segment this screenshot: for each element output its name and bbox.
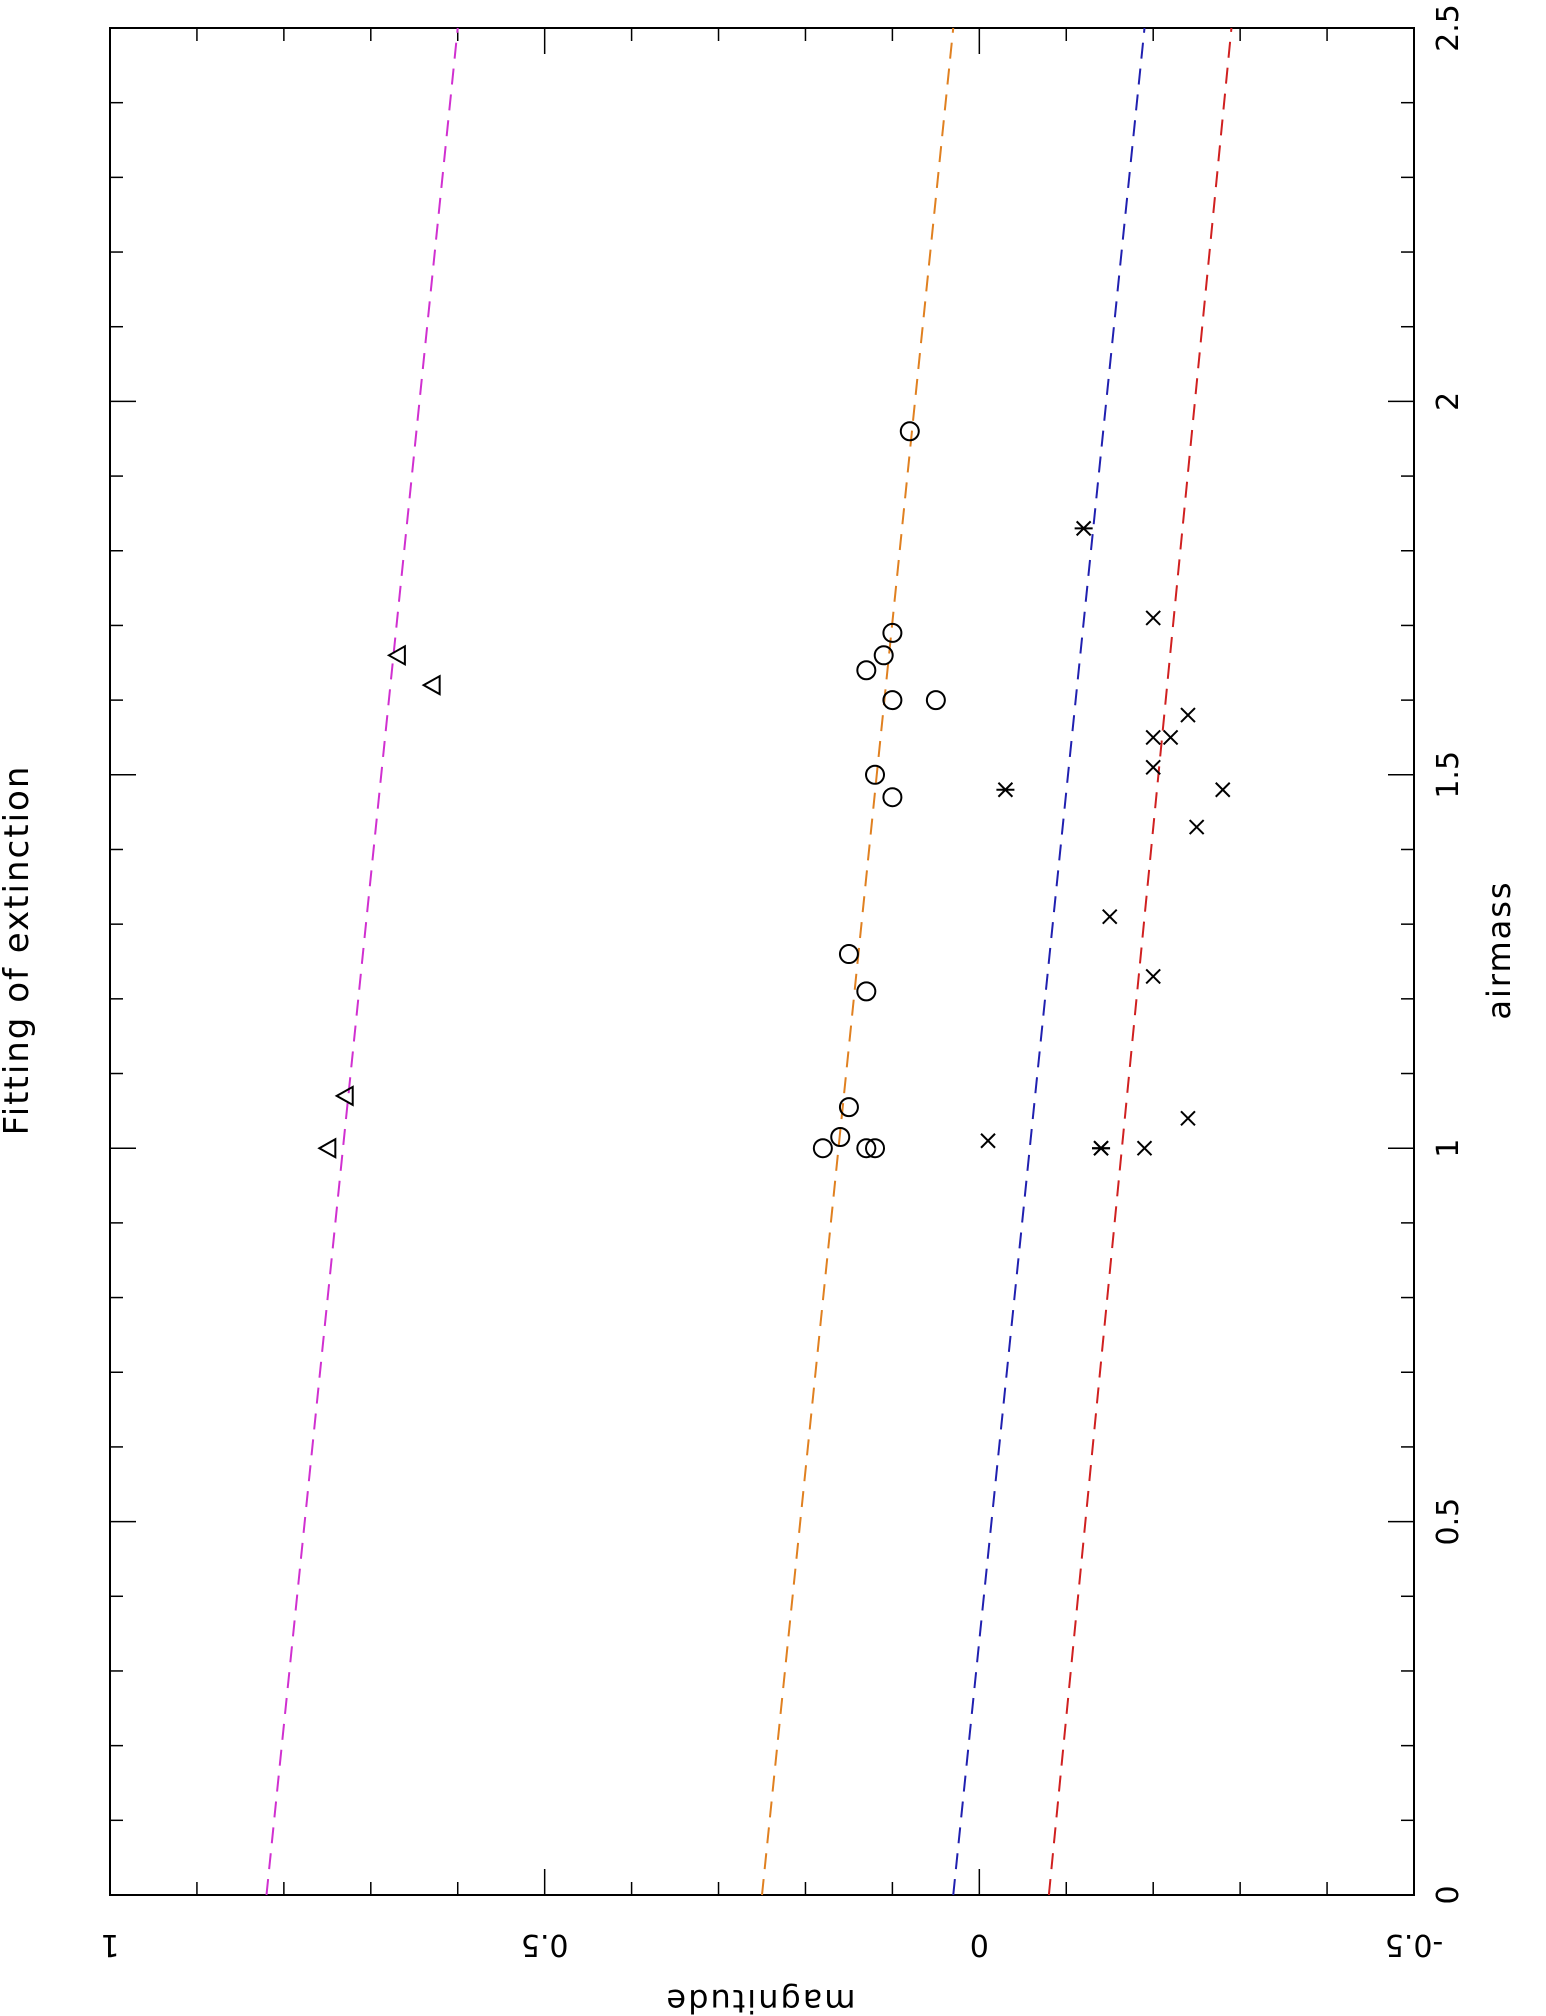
- triangle-point: [386, 644, 406, 667]
- x-point: [980, 1133, 996, 1149]
- circle-point: [925, 690, 946, 711]
- triangle-point: [317, 1137, 337, 1159]
- x-axis-label: airmass: [1480, 880, 1518, 1019]
- circle-point: [830, 1126, 851, 1147]
- x-tick-label: 0: [1431, 1885, 1466, 1904]
- circle-point: [838, 944, 859, 965]
- x-tick-label: 2: [1431, 392, 1466, 411]
- fit-line: [761, 27, 955, 1896]
- plot-frame: [109, 27, 1415, 1896]
- x-tick-label: 1: [1431, 1139, 1466, 1158]
- x-point: [1188, 819, 1205, 835]
- circle-point: [899, 421, 920, 442]
- chart-title: Fitting of extinction: [0, 765, 37, 1136]
- x-point: [1145, 968, 1161, 985]
- x-tick-label: 1.5: [1431, 751, 1466, 799]
- asterisk-point: [996, 782, 1015, 798]
- x-tick-label: 2.5: [1431, 4, 1466, 52]
- x-point: [1162, 729, 1179, 746]
- y-tick-label: -0.5: [1385, 1927, 1444, 1962]
- fit-lines: [265, 27, 1233, 1896]
- y-tick-label: 1: [100, 1927, 119, 1962]
- circle-point: [882, 622, 903, 643]
- fit-line: [265, 27, 459, 1896]
- x-tick-label: 0.5: [1431, 1498, 1466, 1546]
- circle-point: [838, 1097, 859, 1118]
- asterisk-point: [1092, 1140, 1111, 1156]
- circle-point: [865, 1138, 886, 1159]
- x-point: [1145, 729, 1161, 746]
- triangle-point: [334, 1085, 354, 1107]
- circle-point: [865, 764, 886, 785]
- x-point: [1180, 707, 1196, 723]
- y-tick-label: 0: [970, 1927, 989, 1962]
- fit-line: [952, 27, 1146, 1896]
- x-point: [1145, 610, 1161, 626]
- circle-point: [873, 645, 894, 666]
- x-point: [1145, 759, 1161, 776]
- x-point: [1215, 782, 1231, 798]
- circle-point: [882, 690, 903, 711]
- y-axis-label: magnitude: [664, 1982, 855, 2016]
- x-point: [1180, 1110, 1196, 1127]
- triangle-point: [421, 674, 441, 696]
- x-point: [1136, 1140, 1153, 1156]
- tick-labels: 0 0.5 1 1.5 2 2.5 -0.5 0 0.5 1: [100, 4, 1466, 1962]
- axis-ticks: [109, 27, 1415, 1896]
- asterisk-point: [1074, 520, 1093, 537]
- data-points: [317, 421, 1231, 1159]
- circle-point: [812, 1138, 833, 1159]
- circle-point: [882, 787, 903, 808]
- circle-point: [856, 660, 877, 681]
- fit-line: [1047, 27, 1233, 1896]
- x-point: [1102, 908, 1118, 925]
- y-tick-label: 0.5: [521, 1927, 569, 1962]
- circle-point: [856, 981, 877, 1002]
- circle-point: [856, 1138, 877, 1159]
